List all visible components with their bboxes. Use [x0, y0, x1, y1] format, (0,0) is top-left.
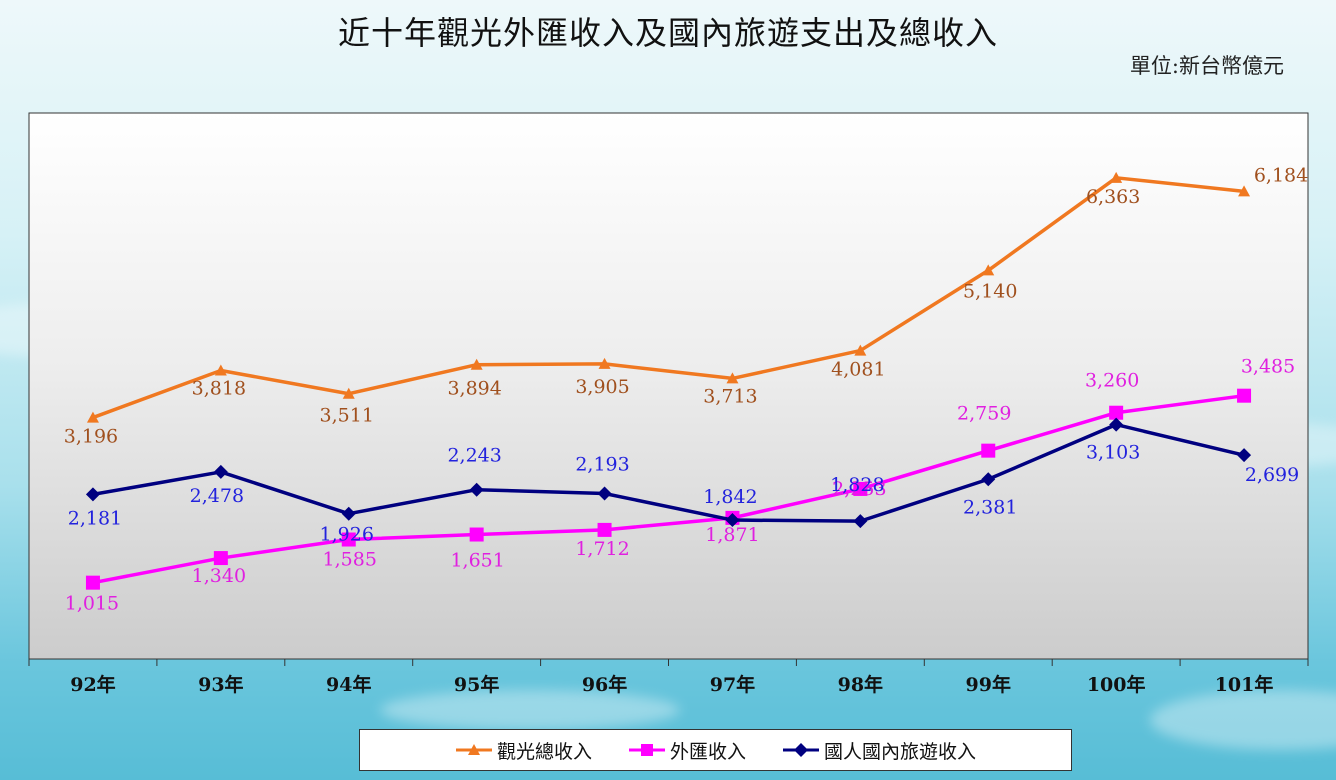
data-label: 2,181: [68, 507, 122, 529]
data-point-marker: [85, 575, 100, 590]
data-point-marker: [853, 481, 868, 496]
data-label-layer: 3,196 3,818 3,511 3,894 3,905 3,713 4,081 5,140…: [64, 164, 1309, 614]
legend-swatch-marker: [640, 744, 653, 756]
x-tick-label: 94年: [326, 673, 371, 696]
data-point-marker: [85, 487, 100, 502]
data-label: 5,140: [963, 280, 1017, 302]
data-label: 1,340: [192, 565, 246, 587]
data-label: 3,818: [192, 377, 246, 399]
data-label: 2,381: [963, 496, 1017, 518]
legend: 觀光總收入 外匯收入 國人國內旅遊收入: [359, 729, 1072, 771]
data-point-marker: [1238, 185, 1251, 197]
data-label: 3,511: [320, 405, 374, 427]
data-label: 2,253: [832, 478, 886, 500]
data-label: 3,905: [575, 376, 629, 398]
x-tick-label: 92年: [70, 673, 115, 696]
data-point-marker: [597, 522, 612, 537]
series-line: [92, 176, 1245, 420]
data-label: 3,485: [1241, 356, 1295, 378]
series-layer: [85, 171, 1252, 590]
x-tick-label: 99年: [966, 673, 1011, 696]
legend-label: 觀光總收入: [496, 740, 592, 763]
data-point-marker: [981, 443, 996, 458]
data-label: 6,184: [1254, 164, 1308, 186]
data-label: 3,713: [703, 385, 757, 407]
data-label: 1,828: [830, 474, 884, 496]
background-ripple: [380, 690, 680, 730]
legend-label: 國人國內旅遊收入: [824, 740, 977, 763]
series-line: [92, 422, 1245, 523]
data-label: 2,478: [190, 485, 244, 507]
series-line: [92, 393, 1245, 585]
data-point-marker: [982, 264, 995, 276]
data-label: 4,081: [831, 359, 885, 381]
data-label: 2,759: [957, 403, 1011, 425]
data-point-marker: [341, 506, 356, 521]
legend-swatch-marker: [467, 744, 480, 755]
data-label: 1,651: [450, 550, 504, 572]
data-point-marker: [1109, 405, 1124, 420]
data-label: 3,196: [64, 426, 118, 448]
data-label: 1,842: [703, 486, 757, 508]
x-tick-label: 96年: [582, 673, 627, 696]
line-chart: 92年 93年 94年 95年 96年 97年 98年 99年 100年 101年 3,1963,…: [28, 112, 1309, 696]
data-label: 1,712: [575, 538, 629, 560]
data-point-marker: [341, 532, 356, 547]
data-point-marker: [213, 551, 228, 566]
unit-label: 單位:新台幣億元: [1129, 54, 1284, 78]
data-label: 3,260: [1085, 370, 1139, 392]
legend-item: 觀光總收入: [455, 737, 592, 764]
data-point-marker: [725, 513, 740, 528]
x-axis: 92年 93年 94年 95年 96年 97年 98年 99年 100年 101年: [28, 659, 1309, 696]
plot-area: [28, 112, 1309, 660]
x-tick-label: 100年: [1087, 673, 1146, 696]
data-point-marker: [469, 527, 484, 542]
data-point-marker: [213, 464, 228, 479]
legend-swatch: [628, 744, 665, 756]
data-point-marker: [214, 364, 227, 376]
data-point-marker: [853, 514, 868, 529]
data-point-marker: [342, 387, 355, 399]
data-point-marker: [981, 472, 996, 487]
data-label: 1,015: [65, 593, 119, 615]
data-point-marker: [726, 372, 739, 384]
data-label: 3,103: [1086, 442, 1140, 464]
x-tick-label: 93年: [198, 673, 243, 696]
x-tick-label: 95年: [454, 673, 499, 696]
legend-swatch: [783, 743, 819, 757]
data-point-marker: [1110, 171, 1123, 183]
legend-swatch: [455, 744, 492, 755]
legend-item: 國人國內旅遊收入: [782, 737, 976, 764]
data-point-marker: [597, 486, 612, 501]
data-label: 2,699: [1245, 464, 1299, 486]
data-label: 2,193: [575, 453, 629, 475]
data-point-marker: [598, 357, 611, 369]
chart-title: 近十年觀光外匯收入及國內旅遊支出及總收入: [337, 14, 998, 52]
x-tick-label: 98年: [838, 673, 883, 696]
data-point-marker: [470, 358, 483, 370]
legend-item: 外匯收入: [628, 737, 746, 764]
legend-swatch-marker: [794, 743, 808, 757]
data-point-marker: [1237, 448, 1252, 463]
data-label: 1,871: [705, 524, 759, 546]
legend-label: 外匯收入: [669, 740, 746, 763]
data-label: 1,926: [320, 524, 374, 546]
x-tick-label: 97年: [710, 673, 755, 696]
data-label: 3,894: [447, 378, 501, 400]
data-label: 6,363: [1086, 186, 1140, 208]
x-tick-label: 101年: [1215, 673, 1274, 696]
data-point-marker: [1109, 417, 1124, 432]
data-point-marker: [86, 411, 99, 423]
data-point-marker: [1237, 388, 1252, 403]
data-label: 2,243: [447, 445, 501, 467]
data-point-marker: [854, 344, 867, 356]
data-label: 1,585: [323, 549, 377, 571]
data-point-marker: [469, 482, 484, 497]
